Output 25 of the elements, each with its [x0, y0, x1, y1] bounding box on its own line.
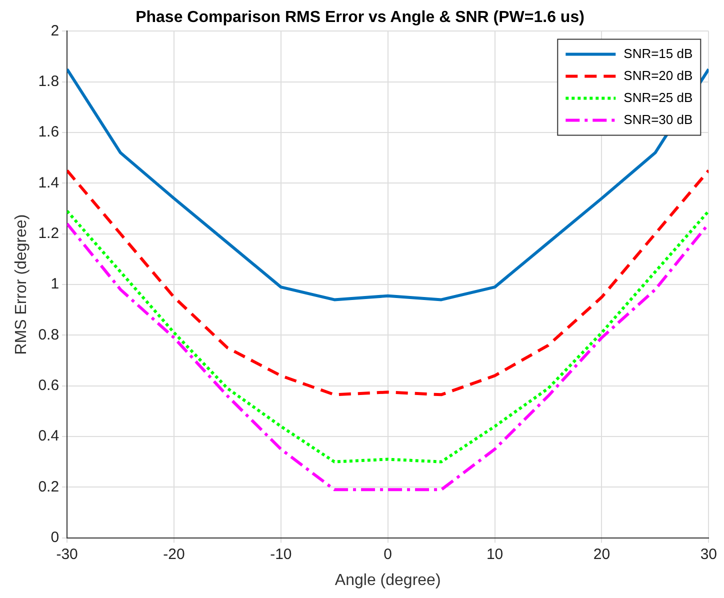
x-tick-label: 10	[486, 546, 504, 563]
x-tick-label: -10	[270, 546, 292, 563]
x-tick-label: -30	[56, 546, 78, 563]
legend-label: SNR=20 dB	[624, 68, 693, 83]
y-tick-label: 1.2	[38, 224, 60, 242]
x-axis-title: Angle (degree)	[334, 572, 441, 589]
y-tick-label: 0.6	[38, 376, 60, 394]
y-tick-label: 0.4	[38, 428, 60, 445]
y-tick-label: 2	[50, 22, 60, 40]
y-tick-label: 1.6	[38, 124, 60, 141]
chart-title: Phase Comparison RMS Error vs Angle & SNR (PW=1.6 us)	[136, 9, 584, 26]
y-tick-label: 0.8	[38, 326, 60, 344]
x-tick-label: 0	[384, 546, 392, 563]
x-tick-label: 30	[700, 546, 717, 563]
legend-label: SNR=30 dB	[624, 112, 693, 127]
y-tick-label: 0.2	[38, 478, 60, 496]
x-tick-label: -20	[163, 546, 185, 563]
legend-label: SNR=25 dB	[624, 90, 693, 105]
y-tick-label: 0	[50, 528, 60, 546]
y-tick-label: 1.8	[38, 73, 60, 90]
legend-label: SNR=15 dB	[624, 46, 693, 61]
x-tick-label: 20	[593, 546, 610, 563]
y-tick-label: 1	[50, 276, 60, 293]
y-tick-label: 1.4	[38, 174, 60, 192]
y-axis-title: RMS Error (degree)	[13, 214, 30, 355]
